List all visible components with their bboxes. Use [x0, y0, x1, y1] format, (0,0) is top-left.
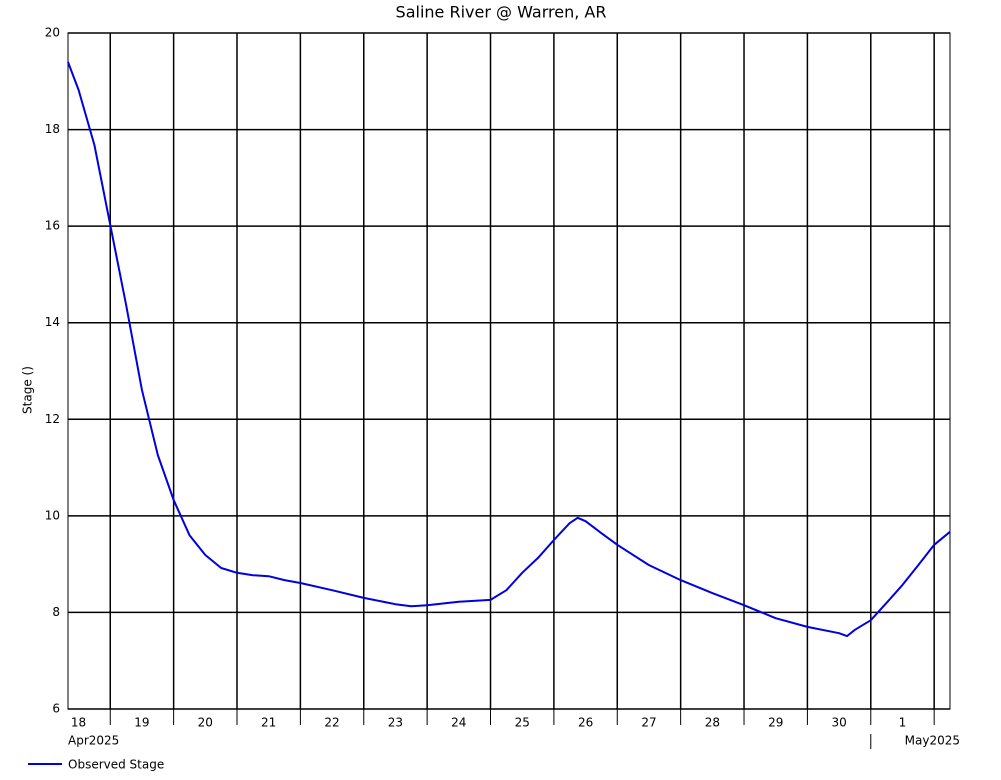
- x-tick-label: 28: [705, 716, 720, 730]
- x-tick-label: 26: [578, 716, 593, 730]
- y-tick-label: 8: [52, 605, 60, 619]
- legend-label: Observed Stage: [68, 758, 164, 772]
- x-tick-label: 29: [768, 716, 783, 730]
- y-axis-label: Stage (): [21, 366, 35, 414]
- x-tick-label: 27: [641, 716, 656, 730]
- x-tick-label: 24: [451, 716, 466, 730]
- y-tick-label: 16: [45, 219, 60, 233]
- data-line: [67, 61, 951, 638]
- month-label: May2025: [905, 734, 960, 748]
- x-tick-label: 1: [899, 716, 907, 730]
- x-tick-label: 30: [831, 716, 846, 730]
- y-tick-label: 18: [45, 122, 60, 136]
- y-tick-label: 6: [52, 702, 60, 716]
- y-tick-label: 14: [45, 315, 60, 329]
- x-tick-label: 19: [134, 716, 149, 730]
- x-tick-label: 23: [388, 716, 403, 730]
- chart-title: Saline River @ Warren, AR: [396, 3, 607, 22]
- y-tick-label: 20: [45, 26, 60, 40]
- plot-border: [67, 32, 951, 710]
- x-tick-label: 25: [515, 716, 530, 730]
- x-tick-label: 18: [71, 716, 86, 730]
- x-tick-label: 21: [261, 716, 276, 730]
- month-label: Apr2025: [68, 734, 119, 748]
- y-tick-label: 12: [45, 412, 60, 426]
- y-tick-label: 10: [45, 508, 60, 522]
- x-tick-label: 20: [198, 716, 213, 730]
- x-tick-label: 22: [324, 716, 339, 730]
